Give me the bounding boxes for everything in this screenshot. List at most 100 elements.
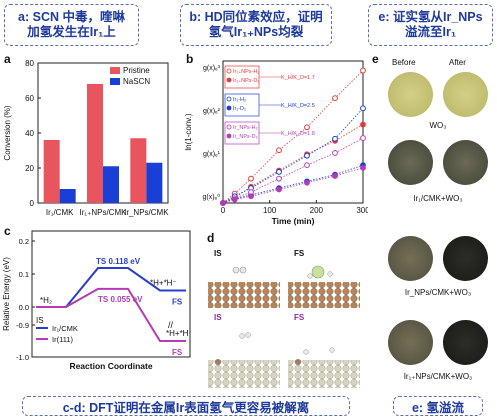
b-annotation: K_H/K_D=1.7 [281,75,315,81]
c-legend-label: Ir(111) [52,335,73,344]
chart-a-bar: 0 20 40 60 80 Conversion (%) Ir₁/CMK Ir₁₊NPs/CM… [3,59,169,217]
c-label-is: IS [36,316,44,325]
b-legend-marker [226,68,232,74]
header-e: e: 证实氢从Ir_NPs 溢流至Ir₁ [368,4,493,46]
c-label-fs1: FS [172,298,183,307]
panel-d-structures: IS FS IS FS [208,249,360,388]
b-point [276,175,282,182]
b-point [360,135,366,141]
e-irnps-after [443,236,488,281]
c-label-ts2: TS 0.055 eV [98,295,143,304]
b-point [332,95,338,102]
b-point [332,173,338,179]
b-ytick-label: g(x)ₑ⁰ [203,193,221,201]
b-legend-label: Ir_NPs-D₂ [233,134,258,140]
c-label-hh2: *H+*H [166,329,189,338]
a-legend-swatch [110,78,120,85]
a-bar [43,140,60,203]
a-ytick-label: 80 [25,59,34,68]
a-bar [59,189,76,203]
e-ir1nps-after [443,320,488,365]
b-xtick-label: 100 [263,206,277,215]
b-legend-marker [226,124,232,130]
c-ylabel: Relative Energy (eV) [2,257,11,331]
b-legend-marker [226,96,232,102]
a-bar [103,166,119,203]
header-e-line2: 溢流至Ir₁ [404,25,456,39]
c-ytick-label: -0.9 [16,321,29,330]
b-point [248,193,254,200]
b-legend-label: Ir₁-D₂ [233,106,246,112]
b-legend-marker [226,133,232,139]
c-xlabel: Reaction Coordinate [69,361,152,371]
a-ylabel: Conversion (%) [3,105,12,160]
b-legend-marker [226,105,232,111]
header-a-line2: 加氢发生在Ir₁上 [27,25,116,39]
c-label-h2: *H₂ [40,296,52,305]
a-bar [146,162,163,203]
e-wo3-before [388,72,433,117]
b-point [360,121,366,128]
a-legend-label: NaSCN [123,77,150,86]
a-ytick-label: 60 [25,94,34,103]
b-series-line [222,137,364,204]
b-point [360,105,366,112]
b-ytick-label: g(x)ₑ³ [203,65,221,72]
d-is-bot-label: IS [214,313,222,322]
b-point [231,196,238,203]
a-bar [87,84,103,203]
b-legend-marker [226,77,232,83]
panel-letter-e: e [372,52,379,66]
b-ylabel: ln(1-conv.) [184,113,193,151]
c-plot-frame [31,230,191,358]
a-xtick-label: Ir₁₊NPs/CMK [80,208,128,217]
e-wo3-after [443,72,488,117]
d-top-left: IS [208,249,280,308]
c-ytick-label: 0.1 [19,270,29,279]
footer-cd: c-d: DFT证明在金属Ir表面氢气更容易被解离 [22,396,350,416]
panel-letter-a: a [4,52,11,66]
e-ir1nps-before [388,320,433,365]
b-point [360,67,366,74]
e-irnps-before [388,236,433,281]
b-point [332,135,338,142]
d-is-top-label: IS [214,249,222,258]
d-fs-bot-label: FS [294,313,305,322]
b-point [220,200,226,206]
e-after-label: After [449,58,466,67]
b-legend-label: Ir₁₊NPs-H₂ [233,69,259,75]
panel-letter-c: c [4,224,11,238]
header-a-line1: a: SCN 中毒，喹啉 [18,10,125,24]
c-label-ts1: TS 0.118 eV [96,257,141,266]
b-annotation: K_H/K_D=1.8 [281,131,315,137]
b-point [332,150,338,156]
a-legend-label: Pristine [123,66,150,75]
b-legend-label: Ir₁-H₂ [233,97,246,103]
c-label-fs2: FS [172,348,183,357]
chart-b-scatter: 0 100 200 300 g(x)ₑ⁰ g(x)ₑ¹ g(x)ₑ² g(x)ₑ³ Time (… [184,60,368,226]
panel-letter-d: d [207,231,215,245]
chart-c-energy: -1.0 -0.9 0.0 0.1 0.2 // Relative Energy (eV) R… [2,230,191,371]
c-energy-path [36,287,186,342]
header-a: a: SCN 中毒，喹啉 加氢发生在Ir₁上 [4,4,139,46]
e-row4-caption: Ir₁₊NPs/CMK+WO₃ [403,372,473,381]
c-legend-label: Ir₁/CMK [52,324,78,333]
e-row2-caption: Ir₁/CMK+WO₃ [413,194,463,203]
footer-e: e: 氢溢流 [393,396,483,416]
d-fs-top-label: FS [294,249,305,258]
b-point [360,164,366,171]
b-point [276,186,282,193]
e-ir1-before [388,140,433,185]
b-point [248,175,254,182]
e-row3-caption: Ir_NPs/CMK+WO₃ [404,288,472,297]
b-annotation: K_H/K_D=2.5 [281,103,315,109]
b-xtick-label: 200 [310,206,324,215]
b-ytick-label: g(x)ₑ² [203,108,221,115]
a-bar [130,138,147,203]
b-point [304,124,310,131]
b-point [276,147,282,154]
e-ir1-after [443,140,488,185]
a-ytick-label: 40 [25,129,34,138]
b-point [304,152,310,159]
a-xtick-label: Ir₁/CMK [46,208,74,217]
